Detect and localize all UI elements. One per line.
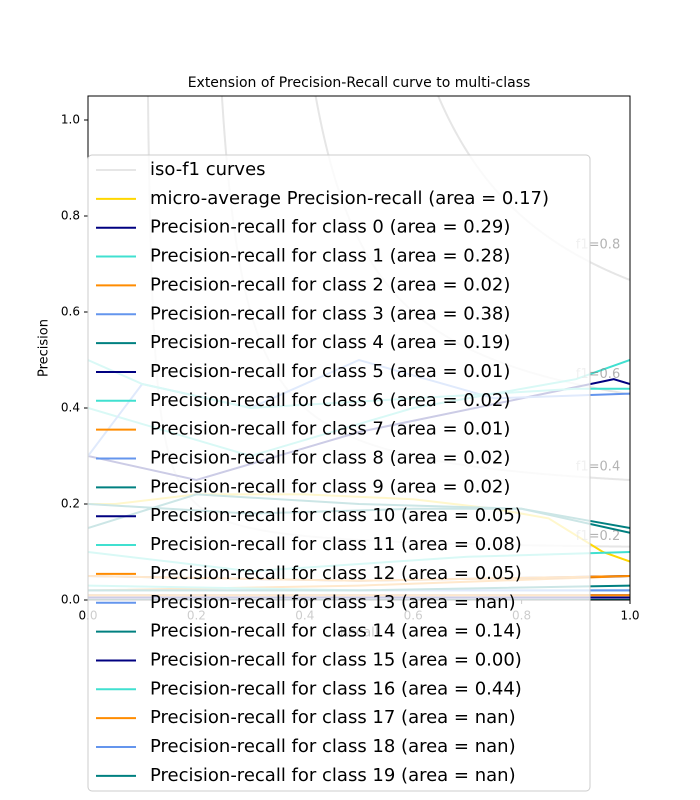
legend-label: Precision-recall for class 11 (area = 0.… — [150, 534, 522, 555]
legend: iso-f1 curves micro-average Precision-rec… — [87, 154, 591, 792]
legend-label: Precision-recall for class 15 (area = 0.… — [150, 649, 522, 670]
legend-label: iso-f1 curves — [150, 159, 266, 180]
y-tick-label: 0.2 — [61, 497, 80, 511]
legend-label: Precision-recall for class 9 (area = 0.0… — [150, 476, 510, 497]
legend-label: Precision-recall for class 13 (area = na… — [150, 592, 516, 613]
y-axis-label: Precision — [37, 319, 52, 377]
legend-label: Precision-recall for class 6 (area = 0.0… — [150, 390, 510, 411]
legend-label: Precision-recall for class 14 (area = 0.… — [150, 621, 522, 642]
chart-title: Extension of Precision-Recall curve to m… — [188, 75, 531, 91]
y-tick-label: 0.4 — [61, 401, 80, 415]
legend-label: Precision-recall for class 19 (area = na… — [150, 765, 516, 786]
legend-label: Precision-recall for class 3 (area = 0.3… — [150, 303, 510, 324]
x-tick-label: 1.0 — [620, 609, 639, 623]
y-tick-label: 0.8 — [61, 209, 80, 223]
legend-label: Precision-recall for class 18 (area = na… — [150, 736, 516, 757]
legend-label: Precision-recall for class 8 (area = 0.0… — [150, 448, 510, 469]
legend-label: Precision-recall for class 10 (area = 0.… — [150, 505, 522, 526]
legend-label: Precision-recall for class 0 (area = 0.2… — [150, 217, 510, 238]
legend-label: Precision-recall for class 12 (area = 0.… — [150, 563, 522, 584]
y-tick-label: 1.0 — [61, 113, 80, 127]
legend-label: Precision-recall for class 1 (area = 0.2… — [150, 246, 510, 267]
legend-label: Precision-recall for class 2 (area = 0.0… — [150, 274, 510, 295]
y-tick-label: 0.6 — [61, 305, 80, 319]
legend-label: Precision-recall for class 7 (area = 0.0… — [150, 419, 510, 440]
y-tick-label: 0.0 — [61, 593, 80, 607]
legend-label: Precision-recall for class 17 (area = na… — [150, 707, 516, 728]
legend-label: Precision-recall for class 16 (area = 0.… — [150, 678, 522, 699]
legend-label: Precision-recall for class 4 (area = 0.1… — [150, 332, 510, 353]
legend-label: Precision-recall for class 5 (area = 0.0… — [150, 361, 510, 382]
legend-box — [87, 154, 591, 792]
legend-label: micro-average Precision-recall (area = 0… — [150, 188, 549, 209]
